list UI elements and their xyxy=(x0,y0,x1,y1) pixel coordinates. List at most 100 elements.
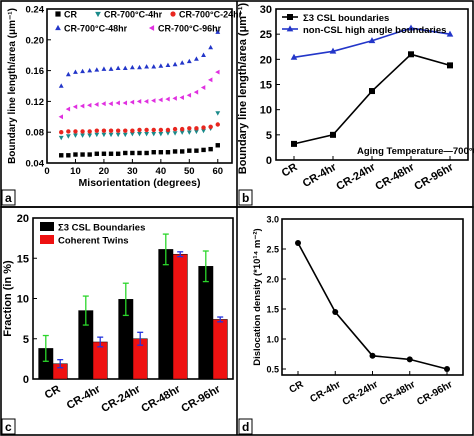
data-point xyxy=(187,126,192,131)
data-point xyxy=(158,131,164,137)
data-point xyxy=(187,148,192,153)
data-point xyxy=(194,148,199,153)
y-tick-label: 25 xyxy=(260,29,272,41)
data-point xyxy=(151,150,156,155)
y-tick-label: 0.24 xyxy=(26,5,45,16)
data-point xyxy=(66,153,71,158)
data-point xyxy=(101,132,107,138)
data-point xyxy=(122,65,128,71)
data-point xyxy=(179,149,185,154)
data-point xyxy=(101,128,107,133)
x-tick-label: CR-96hr xyxy=(412,161,456,193)
data-point xyxy=(179,130,185,135)
data-point xyxy=(165,150,171,155)
plot-area-frame xyxy=(46,8,233,164)
data-point xyxy=(444,366,450,372)
data-point xyxy=(58,83,64,88)
data-point xyxy=(215,69,220,75)
y-tick-label: 10 xyxy=(17,294,29,306)
data-point xyxy=(369,352,376,359)
data-point xyxy=(108,151,114,156)
legend-marker xyxy=(55,24,61,31)
legend-label: Σ3 CSL boundaries xyxy=(303,13,389,24)
y-tick-label: 0.04 xyxy=(26,159,45,170)
y-tick-label: 3.0 xyxy=(266,215,279,225)
data-point xyxy=(73,129,78,134)
bar xyxy=(172,253,188,380)
data-point xyxy=(330,131,336,138)
y-tick-label: 2.5 xyxy=(266,245,279,255)
x-tick-label: CR-48hr xyxy=(378,379,417,408)
data-point xyxy=(144,64,150,69)
data-point xyxy=(136,98,142,104)
data-point xyxy=(94,128,100,133)
data-point xyxy=(447,62,453,69)
panel-label: b xyxy=(242,191,249,205)
data-point xyxy=(129,99,135,105)
data-point xyxy=(87,152,92,157)
data-point xyxy=(193,89,199,95)
bar xyxy=(92,341,108,380)
data-point xyxy=(59,153,64,158)
data-point xyxy=(151,127,156,133)
legend-label: CR-700°C-4hr xyxy=(104,10,163,20)
legend-marker xyxy=(95,11,101,18)
plot-area-frame xyxy=(281,218,464,376)
y-axis-label: Boundary line length/area (μm⁻¹) xyxy=(237,2,249,174)
legend-label: Coherent Twins xyxy=(58,236,129,247)
data-point xyxy=(158,63,164,68)
data-point xyxy=(73,69,78,74)
legend-marker xyxy=(286,25,294,32)
legend-label: Σ3 CSL Boundaries xyxy=(58,223,145,234)
data-point xyxy=(65,71,71,77)
data-point xyxy=(194,129,199,135)
data-point xyxy=(144,150,149,156)
x-axis-label: Misorientation (degrees) xyxy=(79,177,201,189)
data-point xyxy=(59,130,64,135)
data-point xyxy=(94,151,100,156)
data-point xyxy=(158,127,164,133)
data-point xyxy=(94,132,100,138)
y-tick-label: 1.5 xyxy=(266,305,279,315)
data-point xyxy=(179,95,184,100)
data-point xyxy=(87,133,93,138)
legend-swatch xyxy=(40,222,54,231)
y-tick-label: 20 xyxy=(17,213,29,225)
data-point xyxy=(66,129,71,134)
x-tick-label: CR-24hr xyxy=(99,383,143,415)
y-tick-label: 2.0 xyxy=(266,275,279,285)
data-point xyxy=(129,131,135,137)
data-point xyxy=(368,37,376,44)
series-line xyxy=(293,53,451,145)
data-point xyxy=(144,131,150,137)
data-point xyxy=(208,77,213,83)
data-point xyxy=(407,24,415,31)
legend-label: CR xyxy=(64,10,77,20)
panel-a-chart: 0.04 0.08 0.12 0.16 0.20 0.24 0 10 20 30 40 50 60 Mis… xyxy=(1,5,243,206)
y-axis-label: Boundary line length/area (μm⁻¹) xyxy=(7,8,18,164)
data-point xyxy=(165,96,170,102)
y-tick-label: 15 xyxy=(260,80,272,92)
y-tick-label: 30 xyxy=(260,4,272,16)
y-tick-label: 0 xyxy=(266,155,272,167)
y-tick-label: 1.0 xyxy=(266,335,279,345)
data-point xyxy=(165,131,171,136)
data-point xyxy=(151,131,157,137)
data-point xyxy=(186,130,192,135)
legend-swatch xyxy=(40,235,54,244)
data-point xyxy=(158,97,163,103)
data-point xyxy=(108,132,114,138)
data-point xyxy=(215,111,221,116)
x-tick-label: CR-4hr xyxy=(65,383,103,412)
data-point xyxy=(115,151,121,156)
data-point xyxy=(137,150,142,156)
x-tick-label: CR-48hr xyxy=(373,161,417,193)
x-tick-label: 10 xyxy=(70,166,81,177)
data-point xyxy=(108,66,114,71)
data-point xyxy=(115,132,121,138)
data-point xyxy=(101,151,107,156)
data-point xyxy=(108,128,114,133)
data-point xyxy=(115,100,120,106)
data-point xyxy=(115,128,121,133)
